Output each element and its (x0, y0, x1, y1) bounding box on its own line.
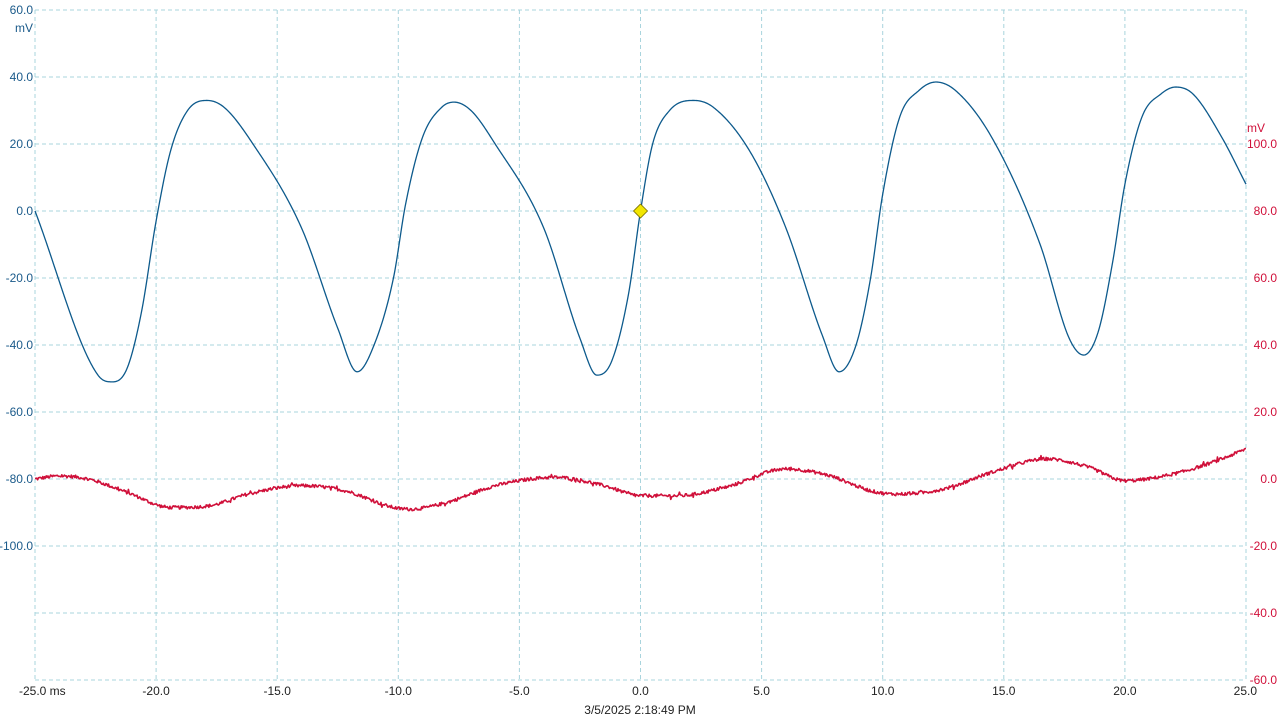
left-tick-label: -100.0 (0, 539, 33, 553)
x-tick-label: -10.0 (385, 684, 413, 698)
left-tick-label: 60.0 (10, 3, 34, 17)
x-tick-label: 0.0 (632, 684, 649, 698)
series-line-2 (34, 447, 1247, 512)
x-tick-label: -20.0 (142, 684, 170, 698)
left-axis: mV 60.0 40.0 20.0 0.0 -20.0 -40.0 -60.0 -80.0 -1… (0, 3, 33, 553)
x-axis: -25.0 ms -20.0 -15.0 -10.0 -5.0 0.0 5.0 10.0 15.… (19, 684, 1257, 698)
right-tick-label: 40.0 (1254, 338, 1278, 352)
x-tick-label: 5.0 (753, 684, 770, 698)
left-tick-label: 40.0 (10, 70, 34, 84)
x-tick-label: -25.0 ms (19, 684, 66, 698)
trigger-marker-icon[interactable] (632, 203, 649, 219)
right-axis-unit: mV (1247, 121, 1265, 135)
left-tick-label: -60.0 (6, 405, 34, 419)
x-tick-label: -5.0 (509, 684, 530, 698)
left-tick-label: -80.0 (6, 472, 34, 486)
right-tick-label: 20.0 (1254, 405, 1278, 419)
trigger-layer (632, 203, 649, 219)
left-tick-label: -20.0 (6, 271, 34, 285)
left-tick-label: 0.0 (16, 204, 33, 218)
x-tick-label: 10.0 (871, 684, 895, 698)
x-tick-label: -15.0 (264, 684, 292, 698)
timestamp: 3/5/2025 2:18:49 PM (584, 703, 695, 717)
left-axis-unit: mV (15, 21, 33, 35)
left-tick-label: -40.0 (6, 338, 34, 352)
right-axis: mV 100.0 80.0 60.0 40.0 20.0 0.0 -20.0 -40.0 -60… (1247, 121, 1277, 687)
x-tick-label: 20.0 (1113, 684, 1137, 698)
right-tick-label: 100.0 (1247, 137, 1277, 151)
right-tick-label: 60.0 (1254, 271, 1278, 285)
x-tick-label: 15.0 (992, 684, 1016, 698)
right-tick-label: 80.0 (1254, 204, 1278, 218)
right-tick-label: -60.0 (1250, 673, 1278, 687)
right-tick-label: -20.0 (1250, 539, 1278, 553)
right-tick-label: -40.0 (1250, 606, 1278, 620)
right-tick-label: 0.0 (1260, 472, 1277, 486)
x-tick-label: 25.0 (1234, 684, 1258, 698)
left-tick-label: 20.0 (10, 137, 34, 151)
